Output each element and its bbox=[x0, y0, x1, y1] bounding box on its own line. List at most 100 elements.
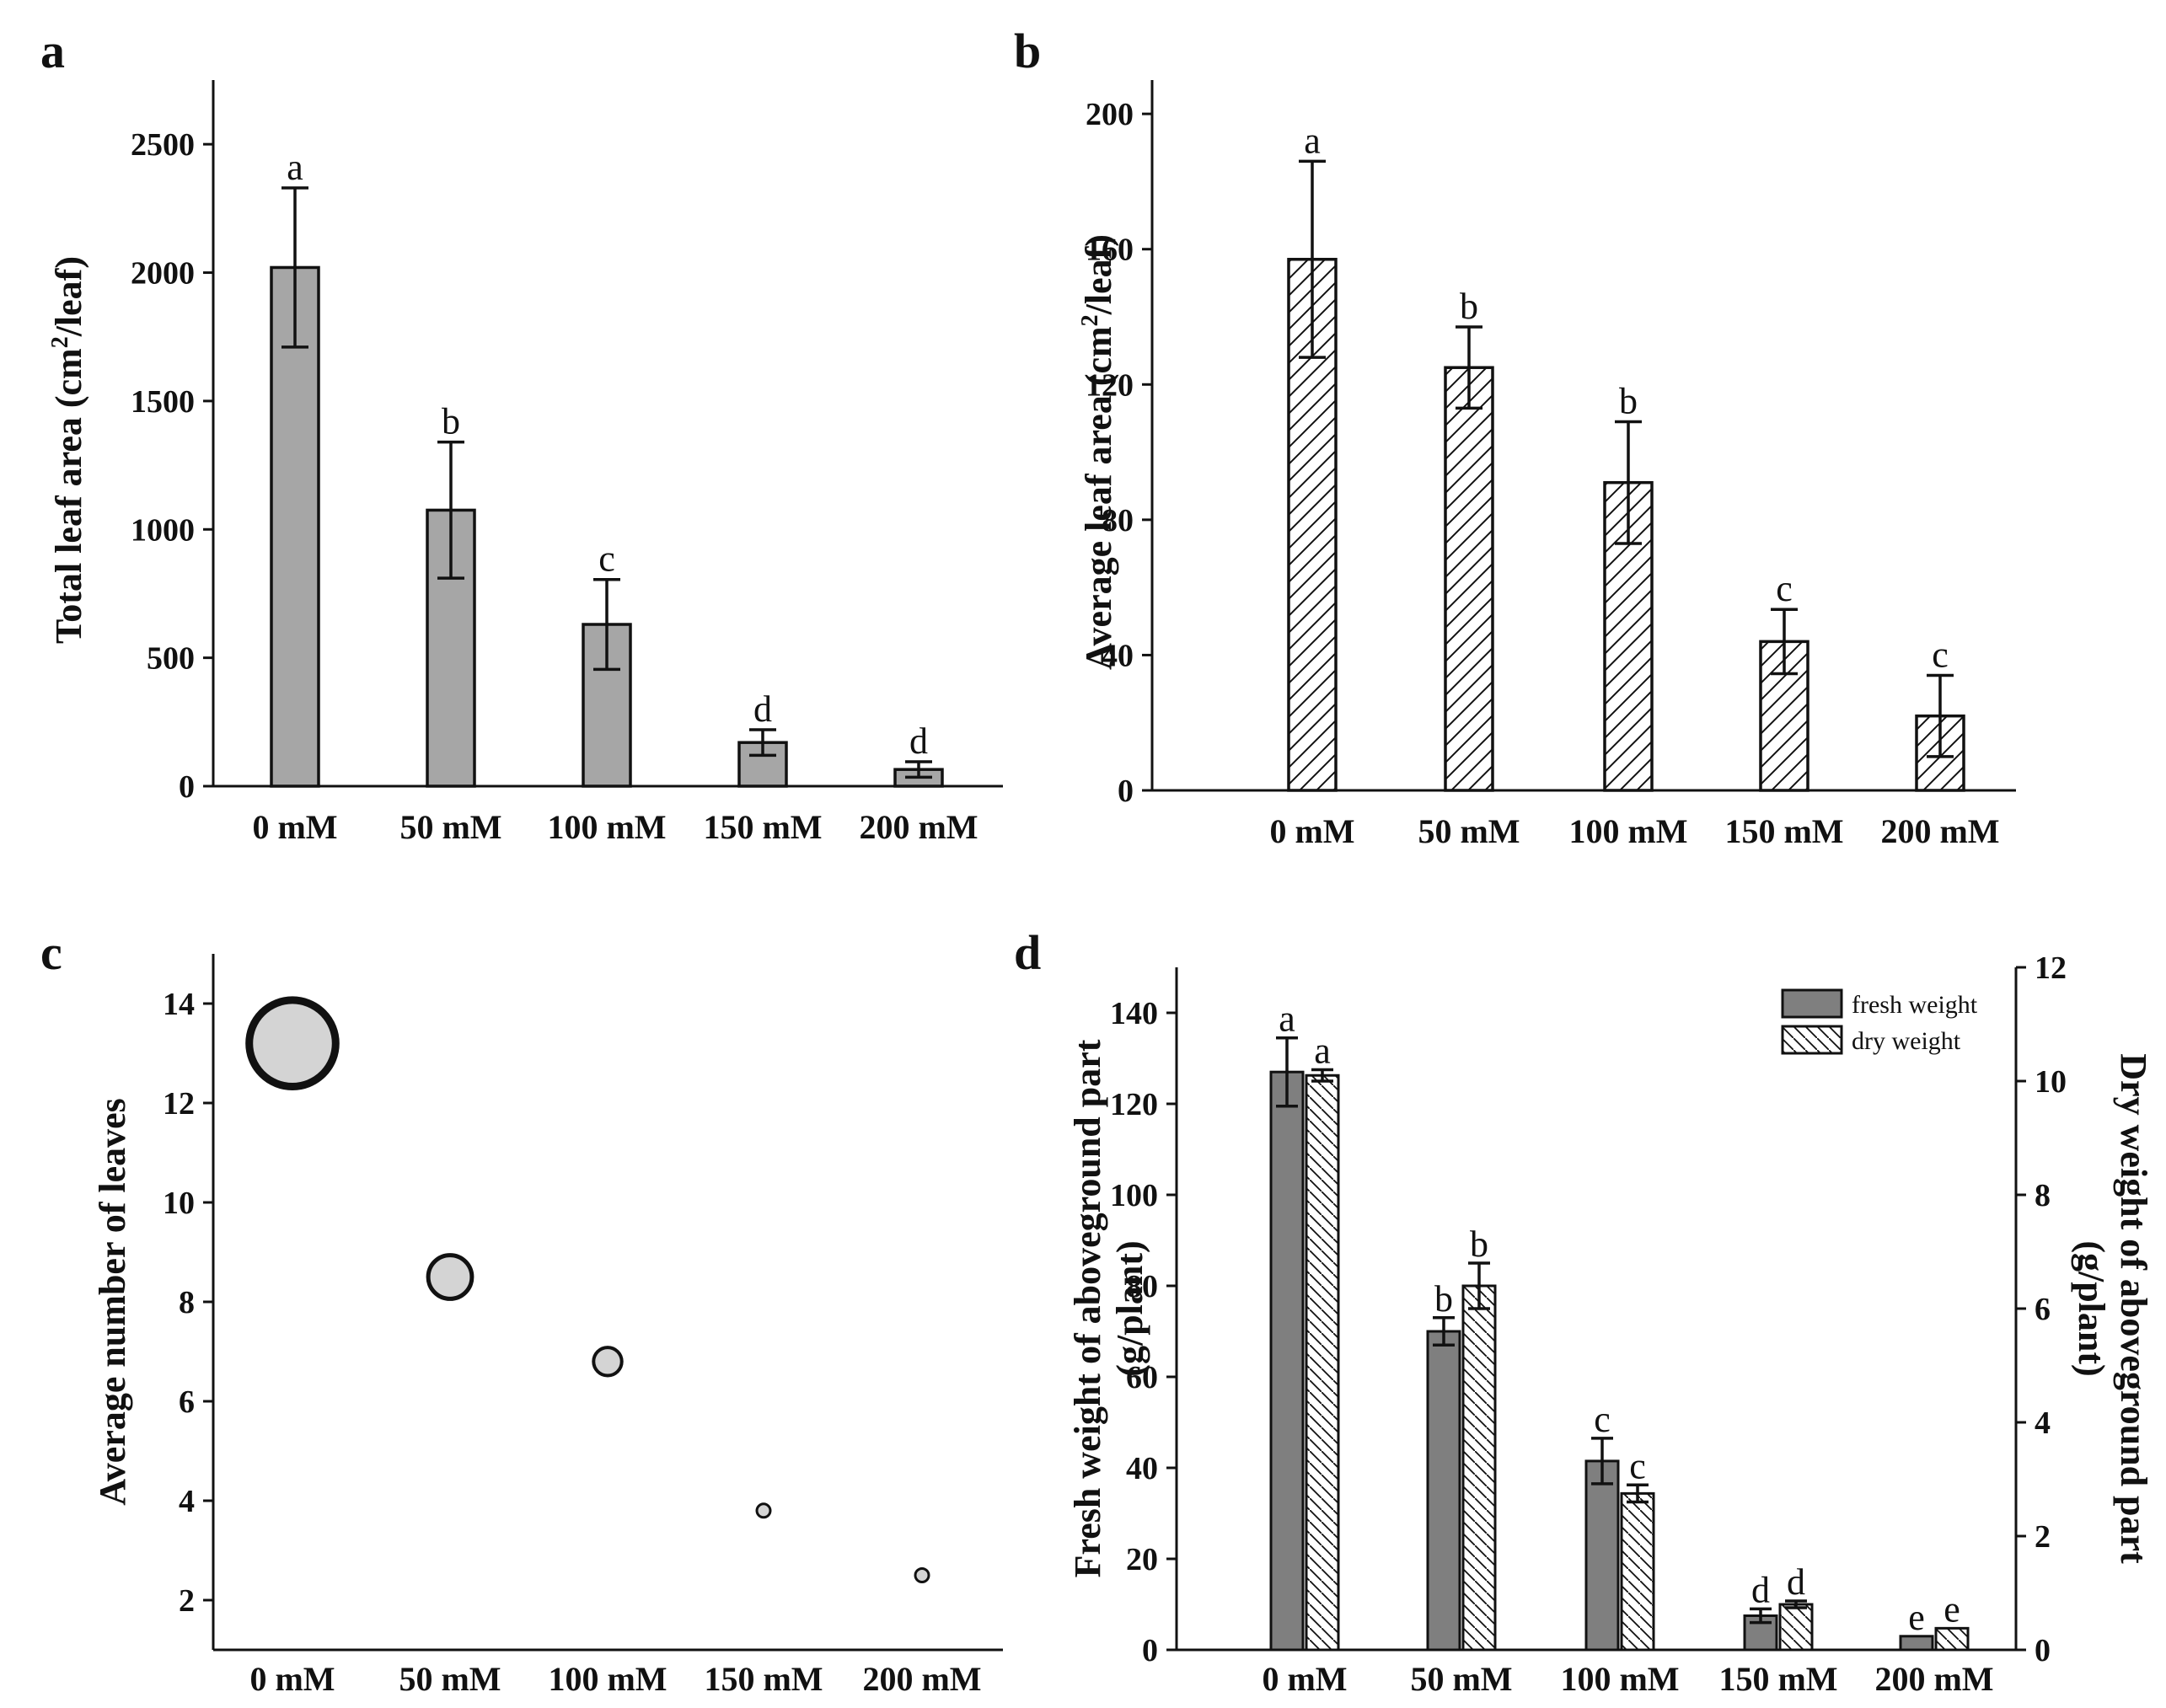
panel-label-b: b bbox=[1014, 24, 1041, 78]
significance-letter: d bbox=[753, 688, 772, 730]
significance-letter: e bbox=[1908, 1597, 1925, 1638]
bar-dry-weight bbox=[1778, 1603, 1814, 1652]
data-point bbox=[914, 1567, 930, 1583]
legend-swatch-fresh bbox=[1781, 988, 1843, 1019]
x-category-label: 100 mM bbox=[547, 808, 666, 846]
error-bar bbox=[1785, 1599, 1807, 1609]
error-bar bbox=[593, 577, 620, 672]
y-tick-label: 14 bbox=[163, 987, 195, 1022]
y-tick-label: 140 bbox=[1110, 996, 1158, 1031]
x-category-label: 150 mM bbox=[1724, 812, 1843, 850]
error-bar bbox=[1468, 1261, 1490, 1310]
bar bbox=[270, 265, 320, 788]
bar bbox=[1444, 366, 1494, 792]
significance-letter: c bbox=[1594, 1399, 1611, 1440]
significance-letter: e bbox=[1944, 1588, 1960, 1630]
y-axis-title: Average leaf area (cm2/leaf) bbox=[1077, 234, 1119, 670]
significance-letter: d bbox=[909, 720, 928, 762]
y-tick-label: 120 bbox=[1086, 367, 1134, 403]
data-point bbox=[755, 1502, 772, 1519]
y-tick-label: 4 bbox=[179, 1484, 195, 1519]
legend-swatch-dry bbox=[1781, 1025, 1843, 1055]
x-category-label: 100 mM bbox=[548, 1660, 667, 1698]
y-tick-label: 6 bbox=[179, 1384, 195, 1420]
significance-letter: c bbox=[1932, 634, 1949, 676]
x-category-label: 150 mM bbox=[703, 808, 822, 846]
panel-label-a: a bbox=[40, 24, 65, 78]
significance-letter: d bbox=[1751, 1569, 1770, 1610]
panel-b-chart: 0 40 80 120 160 200 a b b c c 0 mM 50 mM 100 mM 150 mM… bbox=[1077, 80, 2016, 850]
y-tick-label: 6 bbox=[2035, 1292, 2051, 1327]
y-tick-label: 60 bbox=[1126, 1360, 1158, 1395]
error-bar bbox=[1456, 325, 1482, 410]
x-category-label: 150 mM bbox=[704, 1660, 823, 1698]
x-category-label: 200 mM bbox=[1874, 1660, 1993, 1698]
y-axis-title: Total leaf area (cm2/leaf) bbox=[47, 256, 89, 644]
error-bar bbox=[749, 728, 776, 758]
error-bar bbox=[1927, 673, 1954, 758]
x-category-label: 50 mM bbox=[1410, 1660, 1512, 1698]
y-tick-label: 1500 bbox=[131, 384, 195, 420]
y-tick-label: 160 bbox=[1086, 233, 1134, 268]
error-bar bbox=[1615, 420, 1642, 545]
bar bbox=[582, 623, 632, 788]
bar-fresh-weight bbox=[1269, 1070, 1305, 1652]
y-tick-label: 40 bbox=[1126, 1451, 1158, 1486]
y-tick-label: 8 bbox=[179, 1285, 195, 1320]
y-tick-label: 0 bbox=[1142, 1633, 1158, 1668]
y-tick-label: 0 bbox=[1118, 774, 1134, 809]
bar-dry-weight bbox=[1305, 1074, 1340, 1652]
x-category-label: 200 mM bbox=[859, 808, 978, 846]
significance-letter: a bbox=[287, 147, 303, 188]
data-point bbox=[245, 996, 340, 1090]
x-category-label: 200 mM bbox=[862, 1660, 981, 1698]
y2-axis-title-line1: Dry weight of aboveground part bbox=[2113, 1053, 2154, 1564]
error-bar bbox=[1591, 1437, 1613, 1486]
y-tick-label: 0 bbox=[2035, 1633, 2051, 1668]
significance-letter: b bbox=[1434, 1278, 1453, 1320]
y-tick-label: 1000 bbox=[131, 512, 195, 548]
y-tick-label: 20 bbox=[1126, 1542, 1158, 1577]
y-tick-label: 10 bbox=[2035, 1064, 2067, 1100]
panel-c-chart: 2 4 6 8 10 12 14 0 mM 50 mM 100 mM 150 mM 200 mM Ave… bbox=[92, 954, 1003, 1698]
y-tick-label: 10 bbox=[163, 1186, 195, 1221]
legend-label-dry: dry weight bbox=[1852, 1027, 1961, 1055]
error-bar bbox=[1311, 1068, 1333, 1083]
y-axis-title: Average number of leaves bbox=[92, 1098, 133, 1505]
data-point bbox=[592, 1346, 624, 1378]
legend-label-fresh: fresh weight bbox=[1852, 991, 1978, 1019]
significance-letter: b bbox=[1470, 1223, 1488, 1265]
error-bar bbox=[1299, 159, 1326, 359]
error-bar bbox=[905, 760, 932, 779]
error-bar bbox=[1750, 1607, 1772, 1625]
y-tick-label: 12 bbox=[2035, 950, 2067, 986]
panel-label-d: d bbox=[1014, 925, 1041, 980]
panel-a-chart: 0 500 1000 1500 2000 2500 a b c d d 0 mM 50 mM 100 mM… bbox=[47, 80, 1003, 846]
significance-letter: c bbox=[598, 538, 615, 580]
y-axis-title-line2: (g/plant) bbox=[1109, 1240, 1150, 1376]
y-tick-label: 40 bbox=[1102, 638, 1134, 673]
data-point bbox=[426, 1253, 474, 1301]
significance-letter: c bbox=[1776, 568, 1793, 609]
y-tick-label: 80 bbox=[1126, 1269, 1158, 1304]
error-bar bbox=[1627, 1483, 1649, 1504]
y-tick-label: 0 bbox=[179, 769, 195, 805]
y2-axis-title-line2: (g/plant) bbox=[2071, 1240, 2112, 1376]
significance-letter: b bbox=[1619, 380, 1638, 421]
y-tick-label: 12 bbox=[163, 1086, 195, 1122]
y-tick-label: 200 bbox=[1086, 97, 1134, 132]
y-tick-label: 2000 bbox=[131, 256, 195, 292]
x-category-label: 0 mM bbox=[1269, 812, 1354, 850]
x-category-label: 100 mM bbox=[1560, 1660, 1679, 1698]
bar-fresh-weight bbox=[1899, 1635, 1934, 1652]
error-bar bbox=[437, 440, 464, 580]
y-tick-label: 500 bbox=[147, 641, 195, 677]
y-tick-label: 2 bbox=[179, 1583, 195, 1619]
error-bar bbox=[1433, 1316, 1455, 1347]
significance-letter: c bbox=[1629, 1445, 1646, 1486]
bar-dry-weight bbox=[1620, 1491, 1655, 1652]
y-tick-label: 100 bbox=[1110, 1178, 1158, 1213]
y-tick-label: 4 bbox=[2035, 1405, 2051, 1441]
x-category-label: 200 mM bbox=[1880, 812, 1999, 850]
